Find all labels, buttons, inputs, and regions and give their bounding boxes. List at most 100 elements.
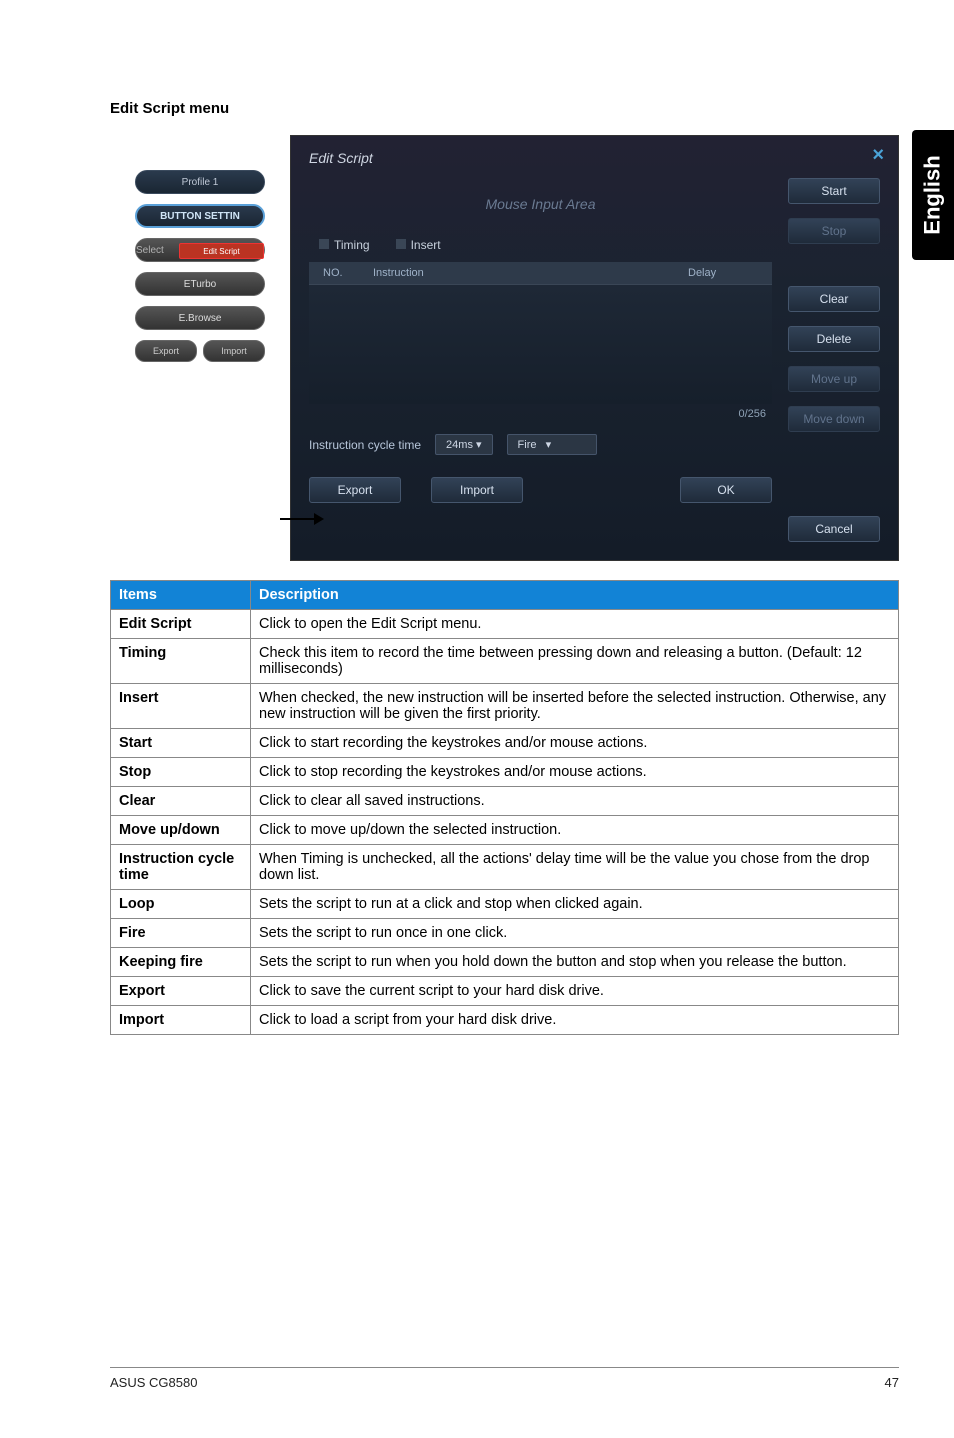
window-title: Edit Script [309,150,880,166]
start-button[interactable]: Start [788,178,880,204]
language-label: English [920,155,946,234]
left-export-label: Export [153,346,179,356]
ok-button[interactable]: OK [680,477,772,503]
desc-cell: Click to load a script from your hard di… [251,1006,899,1035]
footer-left: ASUS CG8580 [110,1375,197,1390]
table-row: ExportClick to save the current script t… [111,977,899,1006]
col-instruction: Instruction [373,267,688,279]
close-icon[interactable]: × [872,144,884,167]
item-cell: Timing [111,639,251,684]
desc-cell: Click to start recording the keystrokes … [251,729,899,758]
ebrowse-pill[interactable]: E.Browse [135,306,265,330]
col-no: NO. [323,267,373,279]
clear-button[interactable]: Clear [788,286,880,312]
desc-cell: Sets the script to run at a click and st… [251,890,899,919]
desc-cell: Sets the script to run when you hold dow… [251,948,899,977]
import-button[interactable]: Import [431,477,523,503]
moveup-button[interactable]: Move up [788,366,880,392]
button-setting-pill[interactable]: BUTTON SETTIN [135,204,265,228]
col-delay: Delay [688,267,758,279]
profile-pill[interactable]: Profile 1 [135,170,265,194]
tab-bar: Timing Insert [309,234,772,256]
export-import-row: Export Import [135,340,265,362]
header-items: Items [111,581,251,610]
table-row: LoopSets the script to run at a click an… [111,890,899,919]
eturbo-label: ETurbo [184,279,216,290]
stop-button[interactable]: Stop [788,218,880,244]
item-cell: Move up/down [111,816,251,845]
select-label: Select [136,245,164,256]
button-setting-label: BUTTON SETTIN [160,211,240,222]
table-row: Keeping fireSets the script to run when … [111,948,899,977]
timing-label: Timing [334,238,370,252]
ebrowse-label: E.Browse [179,313,222,324]
screenshot-region: Profile 1 BUTTON SETTIN Select Edit Scri… [110,135,899,561]
insert-label: Insert [411,238,441,252]
item-cell: Loop [111,890,251,919]
profile-label: Profile 1 [182,177,219,188]
checkbox-icon [319,239,329,249]
desc-cell: Check this item to record the time betwe… [251,639,899,684]
header-desc: Description [251,581,899,610]
eturbo-pill[interactable]: ETurbo [135,272,265,296]
items-table: Items Description Edit ScriptClick to op… [110,580,899,1035]
item-cell: Instruction cycle time [111,845,251,890]
footer-right: 47 [885,1375,899,1390]
desc-cell: Click to stop recording the keystrokes a… [251,758,899,787]
cycle-time-select[interactable]: 24ms ▾ [435,434,492,455]
mode-select-label: Fire [518,439,537,451]
left-import-label: Import [221,346,247,356]
instruction-list[interactable] [309,284,772,404]
checkbox-icon [396,239,406,249]
cycle-time-row: Instruction cycle time 24ms ▾ Fire ▾ [309,434,772,455]
table-row: Move up/downClick to move up/down the se… [111,816,899,845]
export-button[interactable]: Export [309,477,401,503]
page-footer: ASUS CG8580 47 [110,1375,899,1390]
item-cell: Import [111,1006,251,1035]
timing-checkbox[interactable]: Timing [319,238,370,252]
table-row: StopClick to stop recording the keystrok… [111,758,899,787]
table-row: Edit ScriptClick to open the Edit Script… [111,610,899,639]
edit-script-highlight[interactable]: Edit Script [179,243,264,259]
side-buttons: Start Stop Clear Delete Move up Move dow… [788,174,880,542]
item-cell: Export [111,977,251,1006]
table-row: TimingCheck this item to record the time… [111,639,899,684]
desc-cell: Click to save the current script to your… [251,977,899,1006]
item-cell: Clear [111,787,251,816]
mouse-input-area[interactable]: Mouse Input Area [309,174,772,234]
select-pill[interactable]: Select Edit Script [135,238,265,262]
table-row: StartClick to start recording the keystr… [111,729,899,758]
edit-script-highlight-label: Edit Script [203,247,239,256]
table-row: FireSets the script to run once in one c… [111,919,899,948]
desc-cell: Click to move up/down the selected instr… [251,816,899,845]
left-import-button[interactable]: Import [203,340,265,362]
item-cell: Start [111,729,251,758]
delete-button[interactable]: Delete [788,326,880,352]
left-panel: Profile 1 BUTTON SETTIN Select Edit Scri… [110,135,290,561]
item-cell: Stop [111,758,251,787]
mode-select[interactable]: Fire ▾ [507,434,597,455]
cancel-button[interactable]: Cancel [788,516,880,542]
callout-arrow [280,518,316,520]
cycle-time-label: Instruction cycle time [309,438,421,452]
edit-script-window: Edit Script × Mouse Input Area Timing In… [290,135,899,561]
desc-cell: When checked, the new instruction will b… [251,684,899,729]
insert-checkbox[interactable]: Insert [396,238,441,252]
table-row: ImportClick to load a script from your h… [111,1006,899,1035]
desc-cell: Sets the script to run once in one click… [251,919,899,948]
table-row: InsertWhen checked, the new instruction … [111,684,899,729]
table-row: ClearClick to clear all saved instructio… [111,787,899,816]
item-cell: Fire [111,919,251,948]
table-row: Instruction cycle timeWhen Timing is unc… [111,845,899,890]
desc-cell: Click to open the Edit Script menu. [251,610,899,639]
left-export-button[interactable]: Export [135,340,197,362]
desc-cell: Click to clear all saved instructions. [251,787,899,816]
item-cell: Edit Script [111,610,251,639]
instruction-counter: 0/256 [309,404,772,424]
section-title: Edit Script menu [110,100,899,117]
movedown-button[interactable]: Move down [788,406,880,432]
list-header: NO. Instruction Delay [309,262,772,284]
language-tab: English [912,130,954,260]
desc-cell: When Timing is unchecked, all the action… [251,845,899,890]
item-cell: Insert [111,684,251,729]
